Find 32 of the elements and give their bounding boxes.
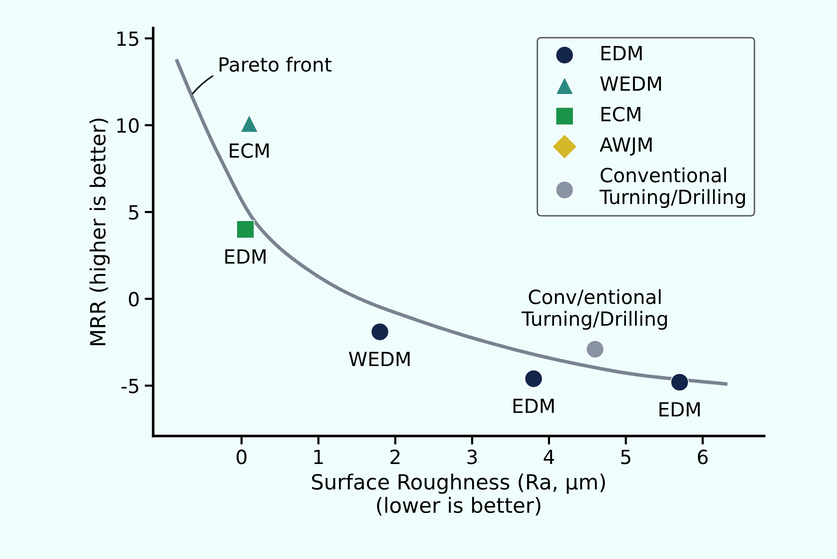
x-tick-label: 0 [236, 450, 246, 464]
y-tick-label: 10 [117, 118, 139, 133]
point [524, 370, 543, 388]
y-axis-title: MRR (higher is better) [90, 118, 110, 346]
x-tick-label: 2 [390, 450, 400, 464]
x-tick-label: 5 [621, 450, 630, 464]
point [370, 322, 390, 342]
legend-label: EDM [601, 46, 642, 60]
x-tick-label: 4 [544, 450, 554, 464]
legend-label: Conventional Turning/Drilling [600, 167, 745, 208]
legend-label: ECM [601, 106, 640, 122]
annotation: EDM [514, 398, 554, 413]
y-tick-label: 0 [128, 292, 139, 307]
y-tick-label: 5 [129, 205, 138, 220]
annotation: WEDM [348, 352, 410, 366]
annotation: ECM [230, 143, 269, 158]
y-tick-label: -5 [122, 378, 138, 394]
point [670, 372, 689, 392]
x-tick-label: 6 [698, 450, 708, 464]
x-tick-label: 3 [467, 450, 477, 464]
annotation: Conv/entional Turning/Drilling [521, 289, 667, 330]
x-axis-title: Surface Roughness (Ra, µm) (lower is better) [312, 474, 605, 516]
annotation: Pareto front [220, 56, 332, 72]
annotation: EDM [660, 402, 700, 416]
point [240, 114, 258, 133]
annotation: EDM [225, 249, 266, 264]
y-tick-label: 15 [117, 32, 138, 46]
point [586, 340, 604, 358]
x-tick-label: 1 [314, 450, 323, 464]
legend-label: WEDM [600, 76, 661, 91]
point [236, 220, 255, 239]
legend-label: AWJM [600, 138, 652, 156]
